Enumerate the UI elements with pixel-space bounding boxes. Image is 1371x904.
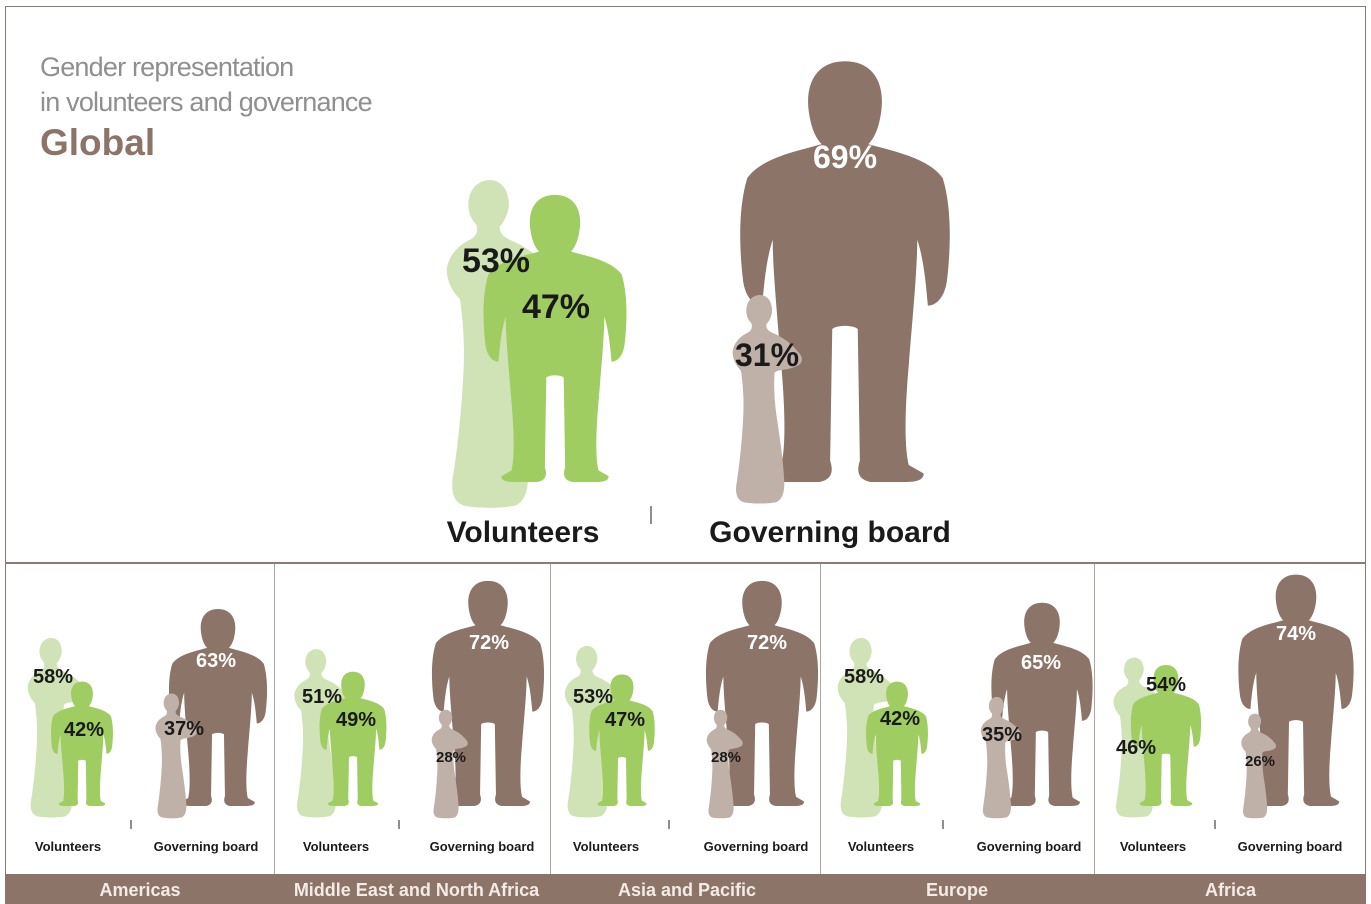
volunteer-female-value: 46%: [1116, 737, 1156, 759]
region-separator: [1094, 564, 1095, 874]
region-label-asia-pacific: Asia and Pacific: [617, 880, 757, 900]
chart-title-region: Global: [40, 122, 156, 163]
volunteer-male-value: 47%: [605, 709, 645, 731]
board-female-figure: [706, 709, 743, 819]
volunteer-female-value: 53%: [462, 242, 530, 280]
volunteer-female-value: 58%: [844, 666, 884, 688]
board-male-figure: [168, 609, 268, 806]
board-female-figure: [431, 709, 468, 819]
board-male-value: 63%: [196, 650, 236, 672]
board-male-figure: [740, 61, 950, 482]
board-female-value: 35%: [982, 724, 1022, 746]
volunteer-male-figure: [589, 674, 655, 806]
volunteer-male-value: 49%: [336, 709, 376, 731]
volunteer-female-value: 58%: [33, 666, 73, 688]
board-female-figure: [980, 696, 1022, 819]
region-separator: [820, 564, 821, 874]
board-male-value: 65%: [1021, 652, 1061, 674]
board-female-value: 31%: [735, 337, 799, 373]
board-group-label: Governing board: [430, 839, 535, 854]
volunteers-group-label: Volunteers: [848, 839, 914, 854]
board-female-value: 28%: [711, 749, 741, 766]
board-female-figure: [1241, 713, 1277, 819]
volunteer-male-value: 47%: [522, 288, 590, 326]
volunteer-male-value: 42%: [64, 719, 104, 741]
volunteer-male-figure: [319, 671, 387, 806]
board-group-label: Governing board: [1238, 839, 1343, 854]
board-group-label: Governing board: [704, 839, 809, 854]
volunteer-male-value: 42%: [880, 708, 920, 730]
board-group-label: Governing board: [154, 839, 259, 854]
board-female-value: 28%: [436, 749, 466, 766]
chart-title-line-2: in volunteers and governance: [40, 87, 373, 117]
board-group-label: Governing board: [977, 839, 1082, 854]
volunteers-group-label: Volunteers: [447, 516, 600, 549]
volunteer-male-figure: [1130, 665, 1202, 806]
volunteers-group-label: Volunteers: [573, 839, 639, 854]
volunteer-female-value: 53%: [573, 686, 613, 708]
volunteers-group-label: Volunteers: [1120, 839, 1186, 854]
board-female-figure: [732, 294, 802, 504]
board-female-value: 37%: [164, 718, 204, 740]
region-label-africa: Africa: [1204, 880, 1257, 900]
region-label-americas: Americas: [99, 880, 181, 900]
board-group-label: Governing board: [709, 516, 951, 549]
board-female-value: 26%: [1245, 753, 1275, 770]
volunteer-male-figure: [483, 194, 627, 482]
board-male-figure: [991, 602, 1093, 806]
volunteer-male-figure: [866, 681, 928, 806]
region-separator: [550, 564, 551, 874]
board-male-value: 72%: [747, 632, 787, 654]
region-label-europe: Europe: [925, 880, 988, 900]
region-label-mena: Middle East and North Africa: [293, 880, 540, 900]
chart-title-line-1: Gender representation: [40, 52, 294, 82]
region-separator: [274, 564, 275, 874]
chart-frame: [5, 6, 1366, 904]
board-male-value: 69%: [813, 139, 877, 175]
volunteers-group-label: Volunteers: [35, 839, 101, 854]
board-male-figure: [705, 580, 819, 806]
volunteers-group-label: Volunteers: [303, 839, 369, 854]
volunteer-male-figure: [51, 681, 113, 806]
board-female-figure: [155, 693, 197, 819]
volunteer-male-value: 54%: [1146, 674, 1186, 696]
board-male-value: 72%: [469, 632, 509, 654]
region-bar: [5, 874, 1366, 904]
volunteer-female-value: 51%: [302, 686, 342, 708]
board-male-figure: [431, 580, 545, 806]
section-divider: [5, 562, 1366, 564]
board-male-value: 74%: [1276, 623, 1316, 645]
